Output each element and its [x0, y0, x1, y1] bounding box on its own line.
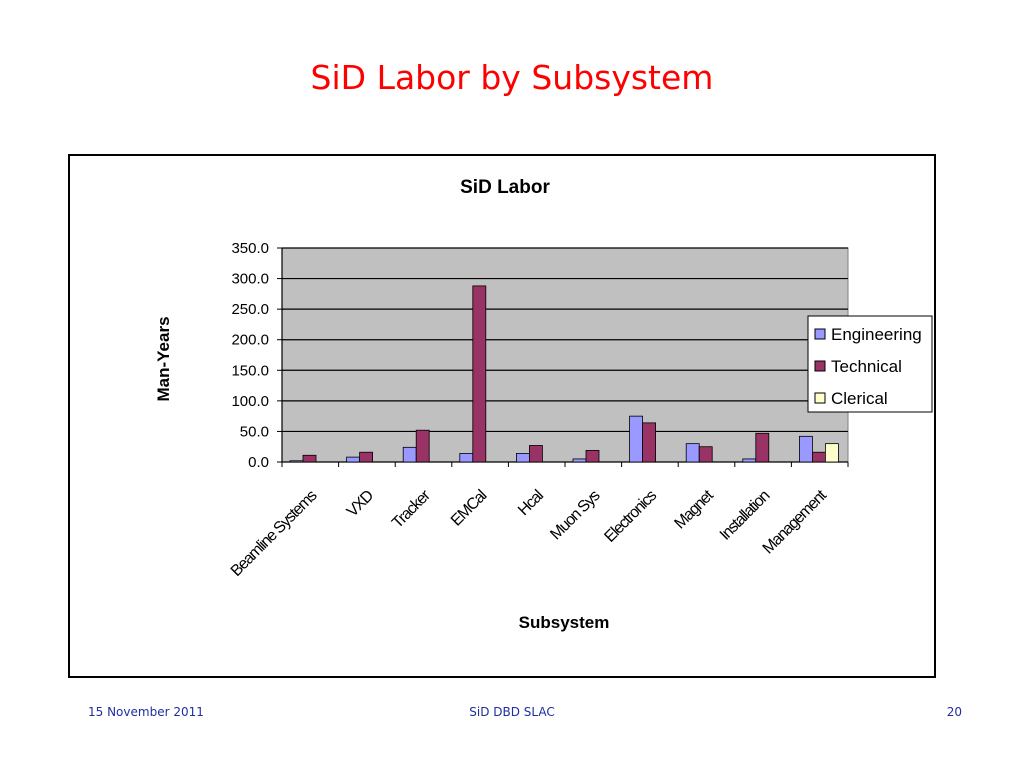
x-tick-label: VXD: [344, 487, 377, 520]
legend-label-technical: Technical: [831, 357, 902, 376]
chart: SiD Labor Man-Years Subsystem 0.0 50.0 100…: [154, 177, 933, 632]
bar-technical: [472, 285, 487, 463]
legend-swatch-technical: [814, 360, 826, 372]
x-tick-label: Magnet: [671, 487, 717, 533]
bar-technical: [585, 449, 600, 463]
y-tick-label: 250.0: [231, 301, 269, 318]
bar-engineering: [289, 460, 304, 463]
page-number: 20: [946, 705, 962, 719]
bar-engineering: [402, 446, 417, 463]
x-tick-label: Installation: [717, 488, 773, 544]
bar-technical: [755, 432, 770, 463]
slide-title: SiD Labor by Subsystem: [310, 58, 714, 97]
bar-engineering: [685, 443, 700, 463]
chart-title: SiD Labor: [460, 177, 550, 198]
y-tick-label: 200.0: [231, 332, 269, 349]
bar-technical: [698, 446, 713, 463]
bar-technical: [642, 422, 656, 463]
y-tick-label: 150.0: [231, 362, 269, 379]
legend-label-clerical: Clerical: [831, 389, 888, 408]
bar-clerical: [825, 443, 839, 463]
x-tick-label: Beamline Systems: [228, 487, 321, 580]
bar-engineering: [459, 453, 474, 463]
bar-engineering: [572, 458, 587, 463]
y-axis-title: Man-Years: [154, 316, 173, 401]
bar-technical: [415, 429, 430, 463]
legend-swatch-engineering: [814, 328, 826, 340]
x-tick-label: Hcal: [515, 487, 547, 519]
legend-swatch-clerical: [814, 392, 826, 404]
bar-technical: [359, 451, 374, 463]
x-tick-label: Muon Sys: [547, 487, 603, 543]
y-tick-label: 100.0: [231, 393, 269, 410]
y-tick-label: 300.0: [231, 271, 269, 288]
x-tick-label: Electronics: [601, 487, 660, 546]
y-tick-label: 0.0: [248, 454, 269, 471]
bar-technical: [812, 451, 826, 463]
bar-engineering: [799, 435, 813, 463]
footer-date: 15 November 2011: [88, 705, 204, 719]
plot-area: [281, 247, 849, 463]
x-tick-label: Management: [760, 487, 831, 558]
chart-frame: SiD Labor Man-Years Subsystem 0.0 50.0 100…: [68, 154, 936, 678]
legend-label-engineering: Engineering: [831, 325, 922, 344]
bar-engineering: [742, 458, 757, 463]
footer-center-text: SiD DBD SLAC: [469, 705, 555, 719]
bar-engineering: [629, 415, 643, 463]
x-tick-label: EMCal: [448, 487, 490, 529]
x-axis-title: Subsystem: [519, 613, 610, 632]
bar-technical: [528, 445, 543, 463]
y-tick-label: 50.0: [240, 423, 269, 440]
legend: [807, 315, 933, 413]
bar-technical: [302, 454, 317, 463]
bar-engineering: [515, 453, 530, 463]
y-tick-label: 350.0: [231, 240, 269, 257]
x-tick-label: Tracker: [389, 486, 434, 531]
bar-engineering: [346, 456, 361, 463]
